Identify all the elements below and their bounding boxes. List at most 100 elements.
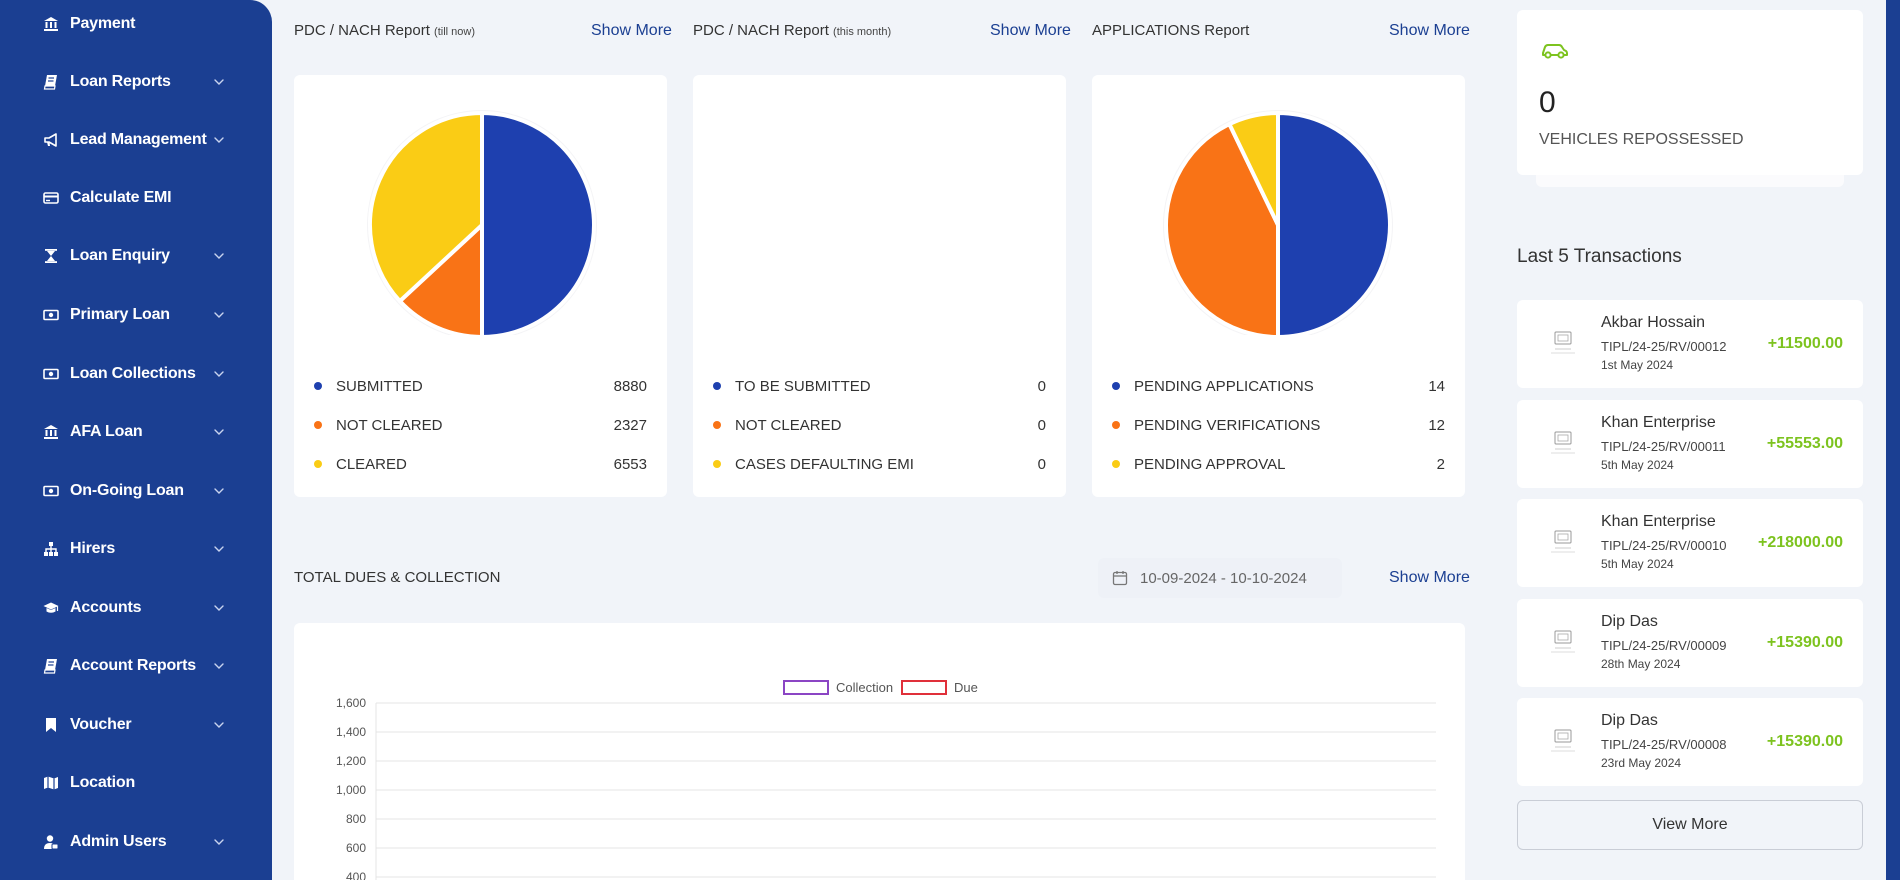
sidebar-item-label: Loan Collections xyxy=(70,365,196,382)
sidebar-item-label: Calculate EMI xyxy=(70,189,172,206)
card-icon xyxy=(42,189,60,207)
legend-swatch[interactable] xyxy=(901,680,947,695)
megaphone-icon xyxy=(42,131,60,149)
transaction-name: Khan Enterprise xyxy=(1601,413,1716,431)
legend-dot xyxy=(314,460,322,468)
vehicles-label: VEHICLES REPOSSESSED xyxy=(1539,131,1744,148)
report-card-pdc-this-month: TO BE SUBMITTED 0 NOT CLEARED 0 CASES DE… xyxy=(693,75,1066,497)
sidebar-item-calculate-emi[interactable]: Calculate EMI xyxy=(0,178,272,218)
pie-slice-pending-applications[interactable] xyxy=(1276,111,1392,335)
transaction-card[interactable]: Dip Das TIPL/24-25/RV/00008 23rd May 202… xyxy=(1517,698,1863,786)
company-logo-icon xyxy=(1551,530,1575,553)
report-title-pdc-this-month: PDC / NACH Report (this month) xyxy=(693,22,892,39)
sidebar-item-loan-collections[interactable]: Loan Collections xyxy=(0,354,272,394)
legend-item[interactable]: PENDING VERIFICATIONS 12 xyxy=(1112,415,1445,435)
transaction-card[interactable]: Khan Enterprise TIPL/24-25/RV/00011 5th … xyxy=(1517,399,1863,488)
sidebar-item-loan-enquiry[interactable]: Loan Enquiry xyxy=(0,236,272,276)
chevron-down-icon xyxy=(212,249,226,263)
sidebar-item-payment[interactable]: Payment xyxy=(0,4,272,44)
legend-label: SUBMITTED xyxy=(336,377,423,395)
legend-value: 8880 xyxy=(613,377,647,395)
legend-value: 0 xyxy=(1037,455,1046,473)
transaction-card[interactable]: Dip Das TIPL/24-25/RV/00009 28th May 202… xyxy=(1517,598,1863,687)
show-more-link[interactable]: Show More xyxy=(1389,22,1470,39)
y-tick-label: 800 xyxy=(346,812,366,826)
transaction-card[interactable]: Akbar Hossain TIPL/24-25/RV/00012 1st Ma… xyxy=(1517,300,1863,388)
legend-item[interactable]: PENDING APPLICATIONS 14 xyxy=(1112,376,1445,396)
transaction-date: 5th May 2024 xyxy=(1601,557,1674,571)
legend-item[interactable]: PENDING APPROVAL 2 xyxy=(1112,454,1445,474)
pie-chart xyxy=(367,110,597,335)
sidebar-item-voucher[interactable]: Voucher xyxy=(0,705,272,745)
transaction-card[interactable]: Khan Enterprise TIPL/24-25/RV/00010 5th … xyxy=(1517,499,1863,587)
y-tick-label: 600 xyxy=(346,841,366,855)
view-more-button[interactable]: View More xyxy=(1517,800,1863,850)
y-tick-label: 1,400 xyxy=(336,725,366,739)
legend-item[interactable]: CASES DEFAULTING EMI 0 xyxy=(713,454,1046,474)
legend-dot xyxy=(1112,421,1120,429)
sidebar-item-admin-users[interactable]: Admin Users xyxy=(0,822,272,862)
sidebar-item-account-reports[interactable]: Account Reports xyxy=(0,646,272,686)
show-more-link[interactable]: Show More xyxy=(990,22,1071,39)
transaction-name: Akbar Hossain xyxy=(1601,314,1706,331)
show-more-link[interactable]: Show More xyxy=(1389,569,1470,586)
sidebar-item-primary-loan[interactable]: Primary Loan xyxy=(0,295,272,335)
chevron-down-icon xyxy=(212,659,226,673)
hourglass-icon xyxy=(42,247,60,265)
pie-slice-submitted[interactable] xyxy=(480,111,596,335)
transaction-id: TIPL/24-25/RV/00011 xyxy=(1601,438,1726,454)
report-title-applications: APPLICATIONS Report xyxy=(1092,22,1250,39)
sidebar-item-label: Loan Reports xyxy=(70,73,171,90)
chevron-down-icon xyxy=(212,835,226,849)
bank-icon xyxy=(42,15,60,33)
bank-icon xyxy=(42,423,60,441)
sidebar-item-lead-management[interactable]: Lead Management xyxy=(0,120,272,160)
dues-title: TOTAL DUES & COLLECTION xyxy=(294,569,501,586)
transaction-amount: +15390.00 xyxy=(1766,633,1843,651)
transaction-id: TIPL/24-25/RV/00009 xyxy=(1601,637,1727,653)
pie-slice-cleared[interactable] xyxy=(368,111,484,304)
legend-label[interactable]: Collection xyxy=(836,680,893,695)
sidebar-item-location[interactable]: Location xyxy=(0,763,272,803)
legend-item[interactable]: SUBMITTED 8880 xyxy=(314,376,647,396)
legend-label: CASES DEFAULTING EMI xyxy=(735,455,914,473)
pie-chart xyxy=(1163,110,1393,335)
y-tick-label: 1,000 xyxy=(336,783,366,797)
pie-slice-pending-approval[interactable] xyxy=(1227,111,1280,227)
transactions-title: Last 5 Transactions xyxy=(1517,246,1682,267)
sidebar-item-hirers[interactable]: Hirers xyxy=(0,529,272,569)
transaction-amount: +218000.00 xyxy=(1758,534,1843,551)
legend-value: 6553 xyxy=(613,455,647,473)
company-logo-icon xyxy=(1551,331,1575,354)
transaction-amount: +55553.00 xyxy=(1766,434,1843,452)
legend-dot xyxy=(713,382,721,390)
chevron-down-icon xyxy=(212,484,226,498)
sidebar-item-label: Payment xyxy=(70,15,136,32)
show-more-link[interactable]: Show More xyxy=(591,22,672,39)
sidebar-item-afa-loan[interactable]: AFA Loan xyxy=(0,412,272,452)
legend-value: 0 xyxy=(1037,416,1046,434)
legend-item[interactable]: NOT CLEARED 2327 xyxy=(314,415,647,435)
user-lock-icon xyxy=(42,833,60,851)
legend-label[interactable]: Due xyxy=(954,680,978,695)
date-range-picker[interactable]: 10-09-2024 - 10-10-2024 xyxy=(1098,558,1342,598)
legend-item[interactable]: TO BE SUBMITTED 0 xyxy=(713,376,1046,396)
pie-slice-not-cleared[interactable] xyxy=(397,223,484,335)
legend-item[interactable]: CLEARED 6553 xyxy=(314,454,647,474)
legend-item[interactable]: NOT CLEARED 0 xyxy=(713,415,1046,435)
money-icon xyxy=(42,365,60,383)
right-edge-panel xyxy=(1886,0,1900,880)
chevron-down-icon xyxy=(212,308,226,322)
pie-slice-pending-verifications[interactable] xyxy=(1164,122,1280,335)
transaction-date: 23rd May 2024 xyxy=(1601,756,1682,770)
sidebar-item-on-going-loan[interactable]: On-Going Loan xyxy=(0,471,272,511)
transaction-id: TIPL/24-25/RV/00012 xyxy=(1601,339,1727,354)
sidebar-item-accounts[interactable]: Accounts xyxy=(0,588,272,628)
sidebar-item-loan-reports[interactable]: Loan Reports xyxy=(0,62,272,102)
money-icon xyxy=(42,306,60,324)
sidebar-item-label: Hirers xyxy=(70,540,116,557)
legend-swatch[interactable] xyxy=(783,680,829,695)
legend-dot xyxy=(713,421,721,429)
legend-label: NOT CLEARED xyxy=(735,416,842,434)
book-icon xyxy=(42,657,60,675)
